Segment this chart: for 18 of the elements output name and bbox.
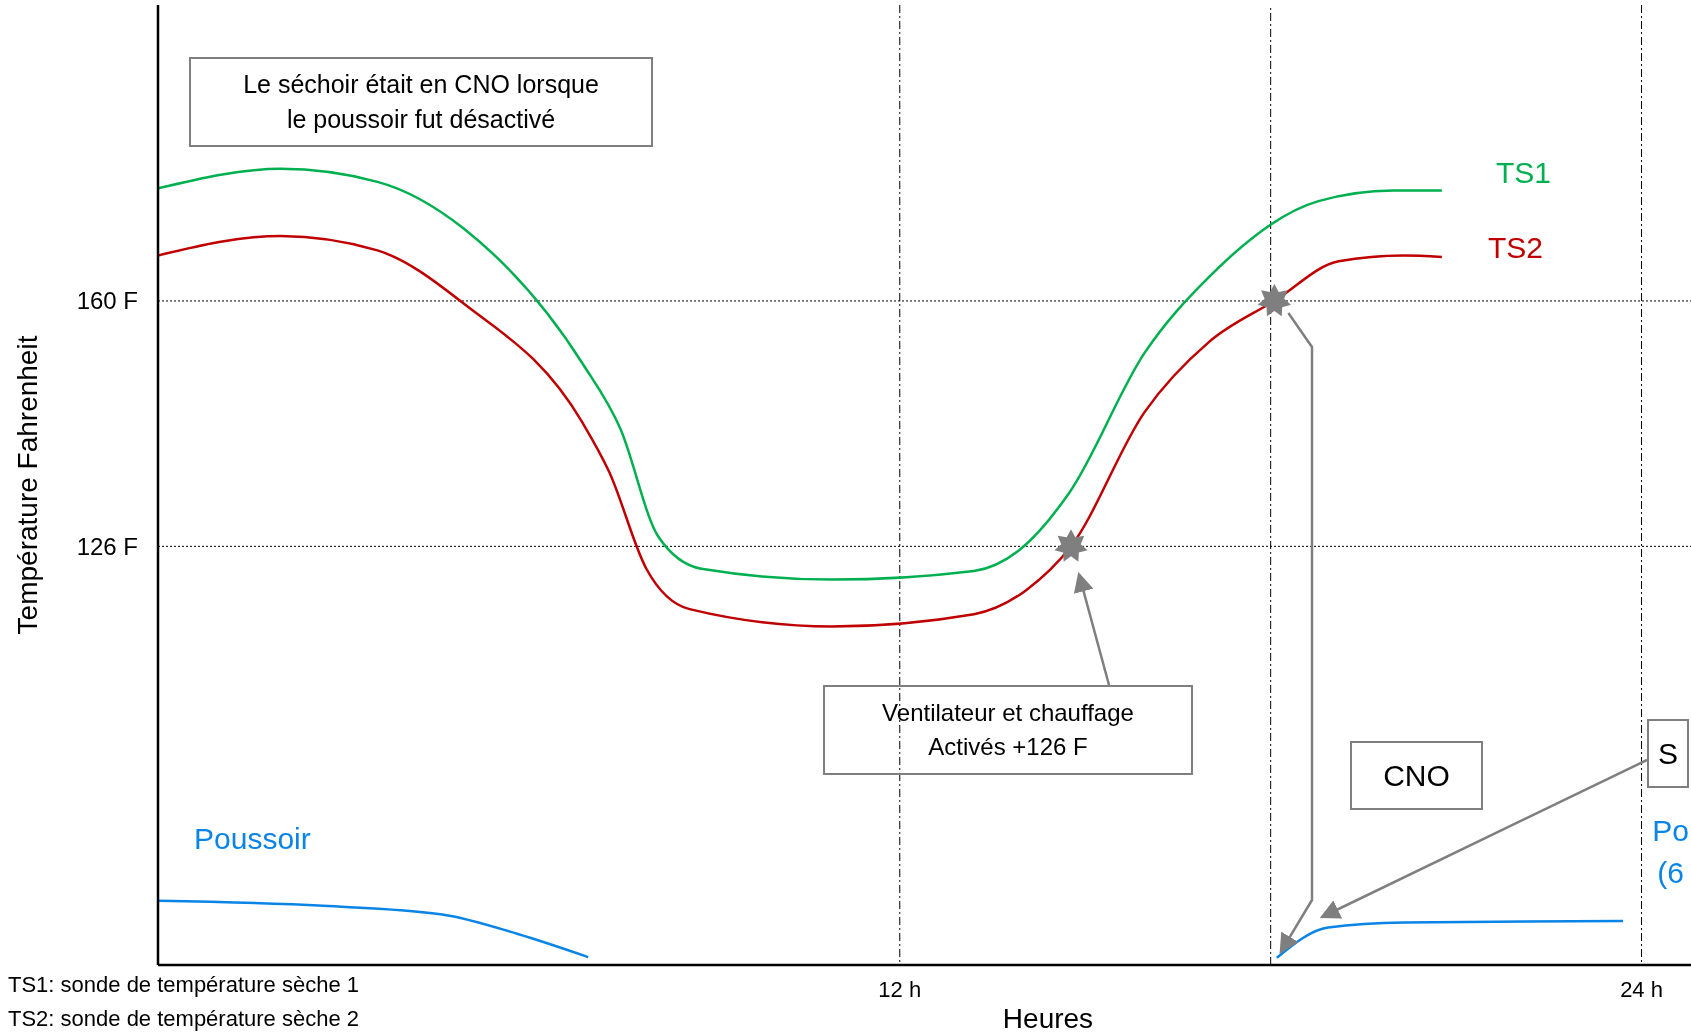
text: TS2: sonde de température sèche 2 [8, 1004, 359, 1033]
x-tick-label: 12 h [878, 976, 922, 1002]
y-tick-label: 160 F [76, 287, 138, 315]
line-series [158, 234, 1444, 628]
line-series [158, 167, 1444, 581]
annotation: Po (6 [1651, 813, 1690, 891]
series-label: TS1 [1496, 155, 1552, 189]
annotation: Ventilateur et chauffage Activés +126 F [881, 698, 1135, 762]
x-axis-title: Heures [1002, 1003, 1094, 1034]
y-axis-title: Température Fahrenheit [11, 335, 43, 635]
series-label: TS2 [1488, 230, 1544, 264]
series-label: Poussoir [194, 821, 311, 855]
x-tick-label: 24 h [1620, 976, 1663, 1002]
text: TS1: sonde de température sèche 1 [8, 970, 359, 999]
y-tick-label: 126 F [76, 532, 138, 560]
annotation: S [1657, 735, 1678, 772]
annotation: Le séchoir était en CNO lorsque le poussoir fut désactivé [242, 69, 600, 135]
annotation: CNO [1383, 757, 1450, 794]
